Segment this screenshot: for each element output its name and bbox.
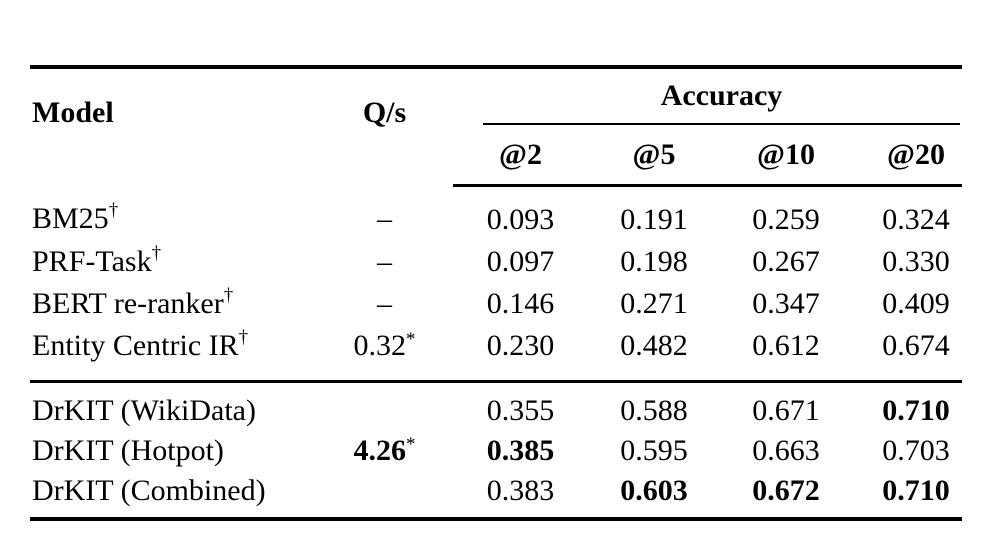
acc-cell-best: 0.603 xyxy=(620,474,688,507)
baselines-group: BM25† – 0.093 0.191 0.259 0.324 PRF-Task… xyxy=(30,186,962,383)
acc-cell: 0.674 xyxy=(852,325,962,383)
model-cell: Entity Centric IR† xyxy=(30,325,316,383)
dagger-marker: † xyxy=(223,285,234,306)
acc-cell-best: 0.710 xyxy=(882,474,950,507)
acc-cell: 0.097 xyxy=(486,245,555,278)
qs-cell: – xyxy=(316,283,453,325)
asterisk-marker: * xyxy=(406,434,416,455)
acc-cell: 0.482 xyxy=(588,325,720,383)
model-cell: DrKIT (WikiData) xyxy=(30,382,316,432)
column-header-at5: @5 xyxy=(588,125,720,187)
acc-cell: 0.230 xyxy=(453,325,588,383)
results-table: Model Q/s Accuracy @2 @5 @10 @20 BM25† –… xyxy=(30,65,962,521)
acc-cell: 0.198 xyxy=(620,245,688,278)
model-name: BM25 xyxy=(32,202,109,236)
model-header-label: Model xyxy=(32,96,114,130)
acc-cell: 0.663 xyxy=(752,434,820,467)
drkit-group: DrKIT (WikiData) 0.355 0.588 0.671 0.710… xyxy=(30,382,962,520)
table-header: Model Q/s Accuracy @2 @5 @10 @20 xyxy=(30,67,962,187)
asterisk-marker: * xyxy=(406,329,416,350)
header-row-sub: @2 @5 @10 @20 xyxy=(30,125,962,187)
acc-cell: 0.191 xyxy=(620,203,688,236)
model-name: DrKIT (Combined) xyxy=(32,474,266,507)
acc-cell-best: 0.710 xyxy=(882,394,950,427)
table-row: BERT re-ranker† – 0.146 0.271 0.347 0.40… xyxy=(30,283,962,325)
acc-cell: 0.595 xyxy=(620,434,688,467)
qs-header-label: Q/s xyxy=(362,96,407,130)
column-header-at20: @20 xyxy=(852,125,962,187)
qs-value: – xyxy=(377,287,392,320)
dagger-marker: † xyxy=(238,327,249,348)
model-cell: DrKIT (Hotpot) xyxy=(30,431,316,471)
acc-cell: 0.259 xyxy=(752,203,820,236)
acc-cell: 0.355 xyxy=(486,394,555,427)
table-row: Entity Centric IR† 0.32* 0.230 0.482 0.6… xyxy=(30,325,962,383)
acc-cell: 0.347 xyxy=(752,287,820,320)
acc-cell: 0.267 xyxy=(752,245,820,278)
column-header-qs: Q/s xyxy=(316,67,453,186)
model-name: BERT re-ranker xyxy=(32,287,224,320)
table-row: BM25† – 0.093 0.191 0.259 0.324 xyxy=(30,186,962,242)
qs-cell: 4.26* xyxy=(316,431,453,471)
accuracy-header-label: Accuracy xyxy=(660,79,783,112)
acc-cell: 0.703 xyxy=(882,434,950,467)
acc-cell: 0.671 xyxy=(752,394,820,427)
acc-cell-best: 0.672 xyxy=(752,474,820,507)
acc-cell: 0.612 xyxy=(720,325,852,383)
acc-cell-best: 0.385 xyxy=(486,434,555,467)
model-cell: DrKIT (Combined) xyxy=(30,471,316,519)
column-header-accuracy: Accuracy xyxy=(453,67,962,125)
qs-cell xyxy=(316,382,453,432)
acc-cell: 0.093 xyxy=(486,203,555,236)
column-header-at10: @10 xyxy=(720,125,852,187)
qs-value: – xyxy=(377,245,392,278)
column-header-model: Model xyxy=(30,67,316,186)
model-cell: PRF-Task† xyxy=(30,241,316,283)
qs-value: – xyxy=(377,202,392,236)
qs-cell: – xyxy=(316,241,453,283)
acc-cell: 0.409 xyxy=(882,287,950,320)
model-name: PRF-Task xyxy=(32,245,152,278)
acc-cell: 0.588 xyxy=(620,394,688,427)
acc-cell: 0.146 xyxy=(486,287,555,320)
qs-value: 0.32 xyxy=(353,329,407,362)
model-cell: BERT re-ranker† xyxy=(30,283,316,325)
table-row: PRF-Task† – 0.097 0.198 0.267 0.330 xyxy=(30,241,962,283)
table-row: DrKIT (WikiData) 0.355 0.588 0.671 0.710 xyxy=(30,382,962,432)
model-name: DrKIT (WikiData) xyxy=(32,394,256,427)
column-header-at2: @2 xyxy=(453,125,588,187)
model-name: Entity Centric IR xyxy=(32,329,239,362)
acc-cell: 0.330 xyxy=(882,245,950,278)
qs-value: 4.26 xyxy=(353,434,407,467)
model-name: DrKIT (Hotpot) xyxy=(32,434,224,467)
dagger-marker: † xyxy=(108,200,119,222)
header-row-top: Model Q/s Accuracy xyxy=(30,67,962,128)
qs-cell: 0.32* xyxy=(316,325,453,383)
accuracy-header-underline: Accuracy xyxy=(483,69,960,125)
dagger-marker: † xyxy=(151,243,162,264)
qs-cell: – xyxy=(316,186,453,242)
acc-cell: 0.324 xyxy=(882,203,950,236)
acc-cell: 0.271 xyxy=(620,287,688,320)
acc-cell: 0.383 xyxy=(486,474,555,507)
model-cell: BM25† xyxy=(30,186,316,242)
qs-cell xyxy=(316,471,453,519)
table-row: DrKIT (Combined) 0.383 0.603 0.672 0.710 xyxy=(30,471,962,519)
table-row: DrKIT (Hotpot) 4.26* 0.385 0.595 0.663 0… xyxy=(30,431,962,471)
